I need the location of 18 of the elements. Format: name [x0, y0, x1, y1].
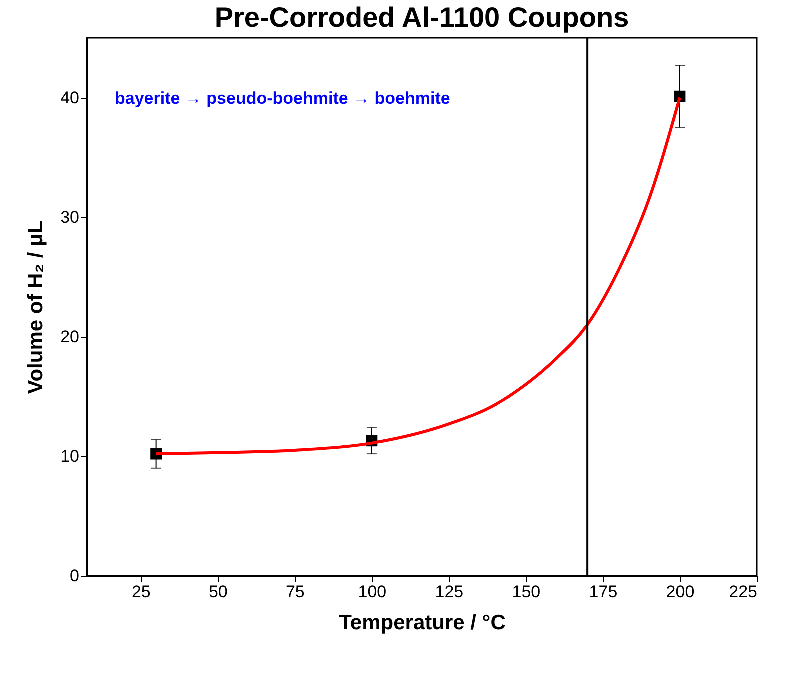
x-tick-label: 75 — [286, 582, 305, 602]
x-tick-label: 175 — [589, 582, 618, 602]
y-tick-label: 40 — [60, 88, 80, 108]
y-tick-label: 30 — [60, 208, 80, 227]
x-tick-label: 125 — [435, 582, 464, 602]
x-tick-label: 150 — [512, 582, 541, 602]
x-axis-title: Temperature / °C — [339, 612, 506, 634]
x-tick-label: 25 — [132, 582, 151, 602]
x-tick-label: 50 — [208, 582, 228, 602]
annotation: bayerite → pseudo-boehmite → boehmite — [115, 89, 450, 108]
x-tick-label: 225 — [729, 582, 758, 602]
x-tick-label: 100 — [358, 582, 387, 602]
chart-title: Pre-Corroded Al-1100 Coupons — [214, 2, 630, 33]
y-axis-title: Volume of H₂ / μL — [24, 220, 48, 394]
y-tick-label: 0 — [70, 566, 80, 586]
y-tick-label: 10 — [60, 446, 80, 466]
x-tick-label: 200 — [666, 582, 695, 602]
y-tick-label: 20 — [60, 327, 80, 346]
